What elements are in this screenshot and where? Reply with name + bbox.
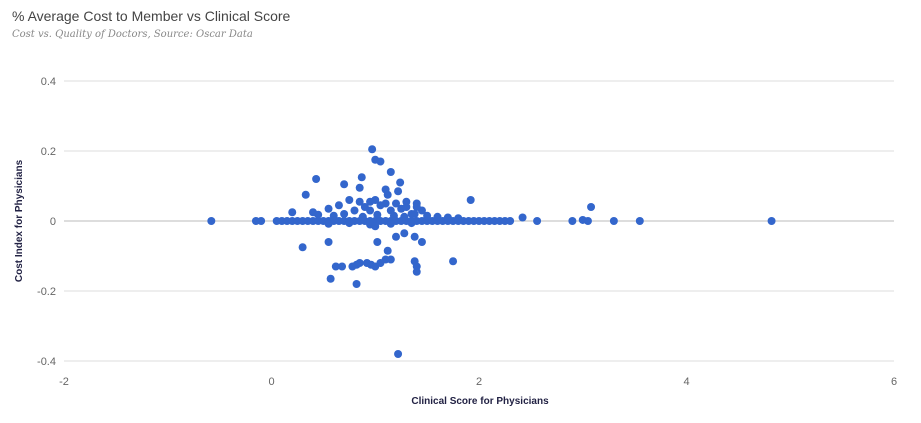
data-point bbox=[314, 210, 323, 219]
data-point bbox=[358, 212, 367, 221]
data-point bbox=[400, 229, 409, 238]
data-point bbox=[518, 213, 527, 222]
data-point bbox=[331, 262, 340, 271]
data-point bbox=[345, 219, 354, 228]
data-point bbox=[412, 203, 421, 211]
y-tick-label: 0.4 bbox=[41, 76, 56, 88]
y-tick-label: -0.4 bbox=[37, 356, 56, 368]
x-tick-label: -2 bbox=[59, 376, 69, 388]
data-point bbox=[366, 197, 375, 206]
data-point bbox=[449, 257, 458, 266]
data-point bbox=[417, 238, 426, 246]
data-point bbox=[326, 274, 335, 283]
data-point bbox=[568, 217, 577, 225]
data-point bbox=[376, 157, 385, 166]
data-point bbox=[412, 267, 421, 276]
data-point bbox=[324, 238, 333, 246]
x-axis-title: Clinical Score for Physicians bbox=[411, 396, 549, 407]
data-point bbox=[366, 206, 375, 215]
data-point bbox=[392, 232, 400, 241]
data-point bbox=[355, 259, 364, 267]
data-point bbox=[410, 210, 419, 218]
data-point bbox=[396, 178, 405, 187]
data-point bbox=[368, 145, 377, 154]
data-points bbox=[207, 145, 776, 358]
data-point bbox=[207, 217, 216, 225]
data-point bbox=[394, 350, 403, 358]
data-point bbox=[312, 175, 321, 183]
y-tick-label: 0.2 bbox=[41, 146, 56, 158]
data-point bbox=[324, 219, 333, 228]
data-point bbox=[340, 210, 349, 218]
data-point bbox=[443, 213, 452, 222]
data-point bbox=[392, 199, 400, 208]
y-tick-label: -0.2 bbox=[37, 286, 56, 298]
data-point bbox=[383, 190, 392, 199]
data-point bbox=[334, 201, 343, 210]
data-point bbox=[423, 211, 432, 220]
data-point bbox=[466, 196, 475, 204]
y-axis-title: Cost Index for Physicians bbox=[14, 159, 25, 282]
data-point bbox=[609, 217, 618, 225]
data-point bbox=[257, 217, 266, 225]
data-point bbox=[533, 217, 542, 225]
data-point bbox=[394, 187, 403, 196]
data-point bbox=[352, 280, 361, 288]
data-point bbox=[357, 173, 366, 182]
data-point bbox=[386, 219, 395, 228]
x-axis-ticks: -2 0 2 4 6 bbox=[59, 376, 897, 388]
data-point bbox=[587, 203, 596, 211]
data-point bbox=[400, 212, 409, 221]
chart-subtitle: Cost vs. Quality of Doctors, Source: Osc… bbox=[12, 29, 253, 40]
data-point bbox=[355, 197, 364, 206]
data-point bbox=[301, 190, 310, 199]
data-point bbox=[635, 217, 644, 225]
data-point bbox=[373, 238, 382, 246]
data-point bbox=[338, 262, 347, 271]
data-point bbox=[345, 196, 354, 204]
x-tick-label: 0 bbox=[268, 376, 274, 388]
data-point bbox=[355, 183, 364, 192]
data-point bbox=[371, 222, 380, 231]
data-point bbox=[578, 215, 587, 224]
chart-title: % Average Cost to Member vs Clinical Sco… bbox=[12, 8, 291, 24]
data-point bbox=[324, 204, 333, 213]
data-point bbox=[383, 246, 392, 255]
x-tick-label: 2 bbox=[476, 376, 482, 388]
y-tick-label: 0 bbox=[50, 216, 56, 228]
data-point bbox=[767, 217, 776, 225]
x-tick-label: 6 bbox=[891, 376, 897, 388]
data-point bbox=[298, 243, 307, 252]
data-point bbox=[386, 255, 395, 264]
data-point bbox=[410, 232, 419, 241]
data-point bbox=[433, 212, 442, 221]
data-point bbox=[386, 168, 395, 176]
data-point bbox=[506, 217, 515, 225]
data-point bbox=[340, 180, 349, 189]
data-point bbox=[389, 211, 398, 220]
data-point bbox=[350, 206, 359, 215]
data-point bbox=[373, 210, 382, 219]
data-point bbox=[381, 199, 390, 208]
data-point bbox=[454, 214, 463, 223]
data-point bbox=[407, 219, 416, 228]
x-tick-label: 4 bbox=[683, 376, 689, 388]
y-axis-ticks: -0.4 -0.2 0 0.2 0.4 bbox=[37, 76, 56, 368]
data-point bbox=[288, 208, 297, 217]
data-point bbox=[329, 211, 338, 220]
data-point bbox=[402, 197, 411, 206]
